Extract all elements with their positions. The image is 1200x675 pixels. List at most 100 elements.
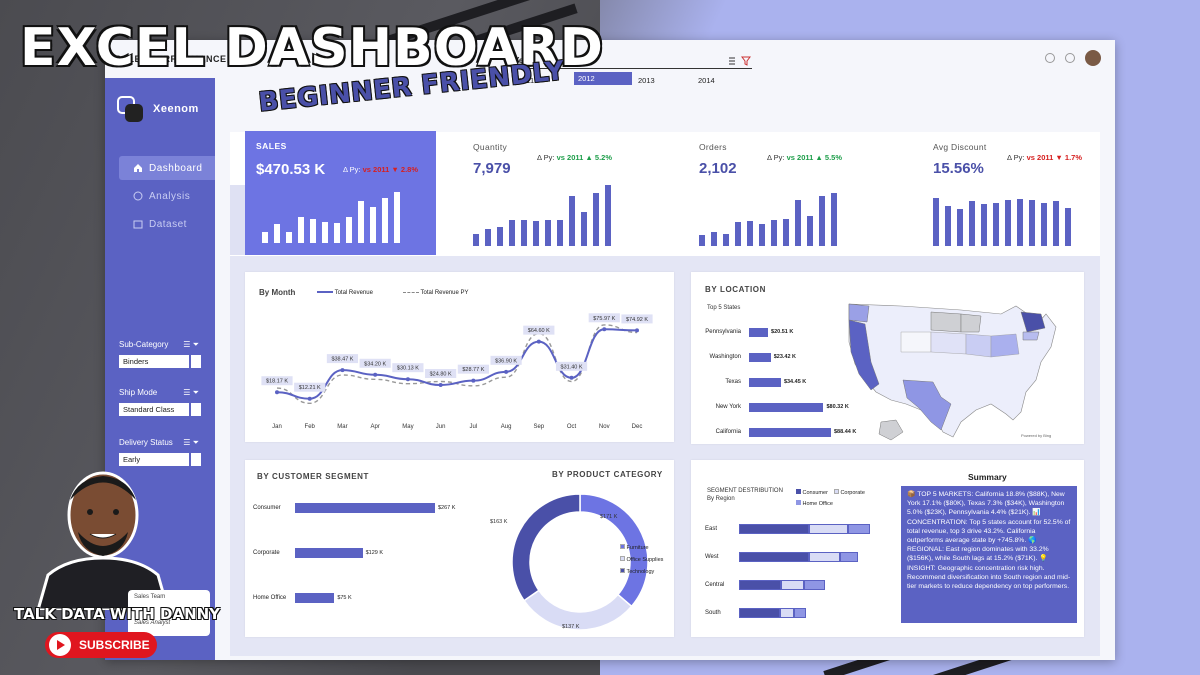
data-label: $24.80 K xyxy=(430,371,452,377)
data-point xyxy=(275,390,279,395)
segment-row: Corporate $129 K xyxy=(253,547,383,559)
kpi-bar xyxy=(346,216,352,243)
scroll-button[interactable] xyxy=(191,355,201,368)
data-label: $74.92 K xyxy=(626,317,648,323)
kpi-bar xyxy=(394,192,400,243)
kpi-card-quantity: Quantity 7,979 Δ Py: vs 2011 ▲ 5.2% xyxy=(473,132,673,258)
kpi-sparkbars xyxy=(473,178,611,246)
avatar[interactable] xyxy=(1085,50,1101,66)
kpi-bar xyxy=(993,202,999,246)
kpi-bar xyxy=(819,196,825,246)
kpi-bar xyxy=(274,224,280,243)
kpi-bar xyxy=(286,231,292,243)
year-2014[interactable]: 2014 xyxy=(698,76,715,85)
kpi-title: Avg Discount xyxy=(933,142,987,152)
data-label: $18.17 K xyxy=(266,379,288,385)
by-location-card: BY LOCATION Top 5 States Pennsylvania $20… xyxy=(691,272,1084,444)
data-point xyxy=(602,327,607,332)
kpi-bar xyxy=(593,193,599,246)
x-tick-label: May xyxy=(402,424,413,430)
kpi-bar xyxy=(334,223,340,243)
data-label: $64.60 K xyxy=(528,328,550,334)
stack-segment xyxy=(739,524,810,534)
clear-filter-icon[interactable] xyxy=(728,56,752,66)
kpi-bar xyxy=(795,200,801,246)
legend-item: Furniture xyxy=(620,542,663,554)
card-title: BY CUSTOMER SEGMENT xyxy=(257,472,370,481)
state-value: $34.45 K xyxy=(783,379,807,385)
donut-legend: Furniture Office Supplies Technology xyxy=(620,542,663,578)
segment-category-card: BY CUSTOMER SEGMENT BY PRODUCT CATEGORY … xyxy=(245,460,674,637)
kpi-bar xyxy=(759,223,765,246)
kpi-bar xyxy=(521,219,527,246)
card-subtitle: Top 5 States xyxy=(707,305,741,311)
logo: Xeenom xyxy=(117,96,199,122)
kpi-title: SALES xyxy=(256,141,287,151)
x-tick-label: Dec xyxy=(632,424,643,430)
us-map: Powered by Bing xyxy=(848,303,1057,441)
nav-analysis[interactable]: Analysis xyxy=(119,184,215,208)
year-2013[interactable]: 2013 xyxy=(638,76,655,85)
state-name: California xyxy=(715,429,741,435)
kpi-bar xyxy=(1065,207,1071,246)
kpi-bar xyxy=(545,219,551,246)
state-row: Pennsylvania $20.51 K xyxy=(701,326,793,338)
subscribe-label: SUBSCRIBE xyxy=(79,638,150,652)
data-label: $34.20 K xyxy=(364,361,386,367)
segment-bar xyxy=(295,503,435,513)
data-label-bg xyxy=(294,382,326,392)
shipmode-slicer[interactable]: Standard Class xyxy=(119,403,189,416)
kpi-title: Quantity xyxy=(473,142,508,152)
x-tick-label: Jun xyxy=(436,424,446,430)
year-2011[interactable]: 2011 xyxy=(518,76,535,85)
logo-icon xyxy=(117,96,143,122)
nav-dataset[interactable]: Dataset xyxy=(119,212,215,236)
series-line-py xyxy=(276,324,638,404)
refresh-icon[interactable] xyxy=(1045,53,1055,63)
nav-dashboard[interactable]: Dashboard xyxy=(119,156,215,180)
segment-legend: Consumer Corporate Home Office xyxy=(796,489,906,507)
data-point xyxy=(373,372,378,377)
year-2012[interactable]: 2012 xyxy=(574,72,632,85)
state-value: $20.51 K xyxy=(771,329,794,335)
subscribe-button[interactable]: SUBSCRIBE xyxy=(45,632,157,658)
data-label: $38.47 K xyxy=(331,357,353,363)
region-row: West xyxy=(705,551,859,563)
segment-name: Corporate xyxy=(253,550,280,556)
stack-segment xyxy=(794,608,806,618)
kpi-card-sales: SALES $470.53 K Δ Py: vs 2011 ▼ 2.8% xyxy=(245,131,436,255)
kpi-bar xyxy=(735,222,741,246)
stack-segment xyxy=(840,552,859,562)
summary-title: Summary xyxy=(968,472,1007,482)
subcategory-slicer[interactable]: Binders xyxy=(119,355,189,368)
kpi-bar xyxy=(1017,198,1023,246)
x-tick-label: Mar xyxy=(337,424,347,430)
year-slicer: Year 2011 2012 2013 2014 xyxy=(510,54,755,98)
kpi-bar xyxy=(747,221,753,246)
kpi-accent xyxy=(230,185,245,255)
segment-bar xyxy=(295,548,363,558)
line-chart: $18.17 K Jan $12.21 K Feb $38.47 K Mar $34.20 … xyxy=(261,313,653,430)
data-point xyxy=(471,378,476,383)
stack-segment xyxy=(781,580,805,590)
x-tick-label: Nov xyxy=(599,424,610,430)
data-point xyxy=(405,377,410,382)
delivery-slicer[interactable]: Early xyxy=(119,453,189,466)
scroll-button[interactable] xyxy=(191,453,201,466)
name-badge: Sales Team Sales Analyst xyxy=(128,590,210,636)
data-label-bg xyxy=(457,364,489,374)
kpi-bar xyxy=(945,206,951,246)
kpi-delta: Δ Py: vs 2011 ▲ 5.2% xyxy=(537,153,613,162)
kpi-bar xyxy=(485,228,491,246)
segment-row: Consumer $267 K xyxy=(253,502,455,514)
scroll-button[interactable] xyxy=(191,403,201,416)
slice-label: $137 K xyxy=(562,624,580,630)
data-label: $31.40 K xyxy=(561,364,583,370)
kpi-bar xyxy=(1053,201,1059,246)
segment-name: Consumer xyxy=(253,505,281,511)
kpi-bar xyxy=(1041,202,1047,246)
segment-value: $267 K xyxy=(438,505,456,511)
settings-icon[interactable] xyxy=(1065,53,1075,63)
top-icons xyxy=(1045,50,1101,66)
x-tick-label: Oct xyxy=(567,424,577,430)
